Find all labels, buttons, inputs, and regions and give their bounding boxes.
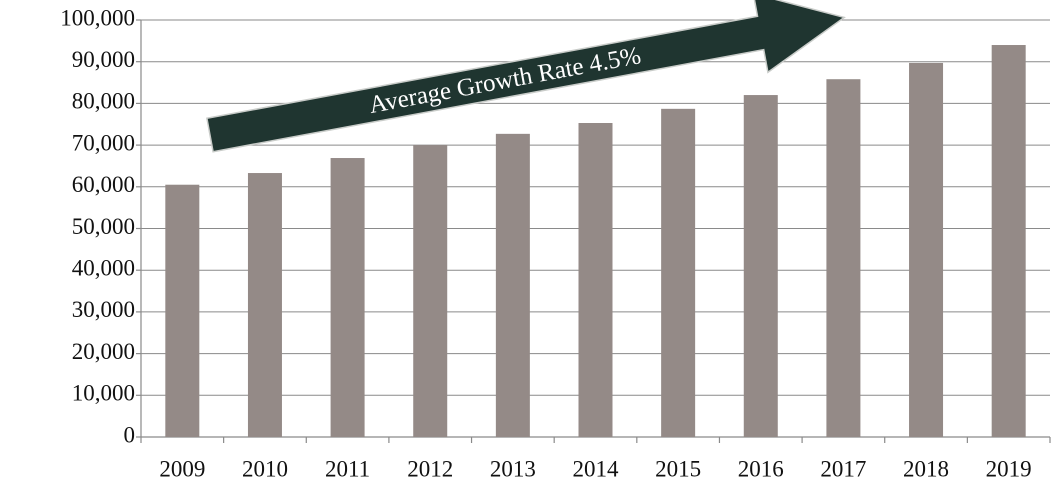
bar	[991, 45, 1026, 438]
y-tick-label: 90,000	[72, 47, 135, 72]
bar	[909, 62, 944, 438]
y-tick-label: 30,000	[72, 297, 135, 322]
x-tick-label: 2012	[407, 456, 453, 481]
x-tick-label: 2019	[986, 456, 1032, 481]
y-tick-label: 50,000	[72, 214, 135, 239]
y-tick-label: 100,000	[60, 5, 135, 30]
y-tick-label: 20,000	[72, 339, 135, 364]
y-tick-label: 60,000	[72, 172, 135, 197]
bar	[165, 184, 200, 437]
x-tick-label: 2015	[655, 456, 701, 481]
bar	[578, 122, 613, 438]
x-tick-label: 2013	[490, 456, 536, 481]
y-tick-label: 70,000	[72, 130, 135, 155]
bar	[743, 95, 778, 437]
y-tick-label: 10,000	[72, 381, 135, 406]
bar	[247, 173, 282, 437]
y-tick-label: 40,000	[72, 255, 135, 280]
bar	[495, 133, 530, 437]
x-tick-label: 2017	[820, 456, 866, 481]
x-tick-label: 2014	[573, 456, 620, 481]
bar	[661, 108, 696, 438]
x-tick-label: 2016	[738, 456, 784, 481]
y-tick-label: 80,000	[72, 89, 135, 114]
bar	[330, 158, 365, 438]
x-tick-label: 2009	[159, 456, 205, 481]
bar	[826, 79, 861, 438]
x-tick-label: 2010	[242, 456, 288, 481]
y-tick-label: 0	[124, 422, 136, 447]
x-tick-label: 2011	[325, 456, 370, 481]
bar	[413, 145, 448, 437]
x-tick-label: 2018	[903, 456, 949, 481]
arrow-shape	[206, 0, 846, 153]
